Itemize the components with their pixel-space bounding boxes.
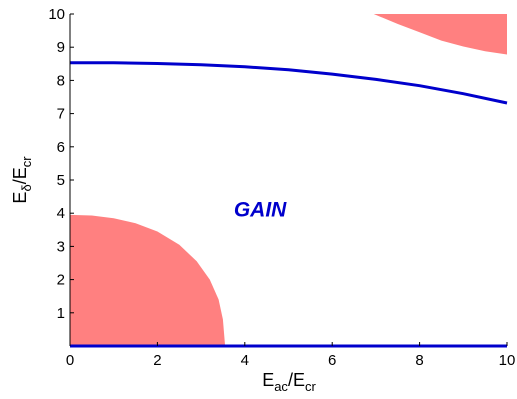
y-tick-label-8: 8 bbox=[57, 72, 65, 89]
y-axis-label: Eδ/Ecr bbox=[10, 156, 34, 204]
y-tick-label-9: 9 bbox=[57, 39, 65, 56]
y-tick-label-10: 10 bbox=[48, 6, 65, 23]
y-tick-label-3: 3 bbox=[57, 238, 65, 255]
y-tick-label-7: 7 bbox=[57, 106, 65, 123]
y-ticks: 1 2 3 4 5 6 7 8 9 10 bbox=[48, 6, 74, 322]
curves bbox=[70, 61, 508, 348]
shaded-region-2 bbox=[373, 14, 507, 55]
y-tick-label-4: 4 bbox=[57, 205, 65, 222]
x-axis-label: Eac/Ecr bbox=[262, 370, 316, 394]
y-tick-label-5: 5 bbox=[57, 172, 65, 189]
x-tick-label-0: 0 bbox=[66, 352, 74, 369]
annotation-1: GAIN bbox=[234, 199, 287, 222]
y-tick-label-2: 2 bbox=[57, 272, 65, 289]
x-tick-label-4: 4 bbox=[241, 352, 249, 369]
x-tick-label-8: 8 bbox=[415, 352, 423, 369]
x-tick-label-10: 10 bbox=[499, 352, 516, 369]
annotations: GAIN bbox=[234, 199, 287, 222]
x-tick-label-6: 6 bbox=[328, 352, 336, 369]
curve-1 bbox=[70, 61, 508, 105]
y-tick-label-6: 6 bbox=[57, 139, 65, 156]
x-ticks: 0 2 4 6 8 10 bbox=[66, 342, 516, 369]
shaded-regions bbox=[70, 14, 507, 346]
y-tick-label-1: 1 bbox=[57, 305, 65, 322]
x-tick-label-2: 2 bbox=[153, 352, 161, 369]
shaded-region-1 bbox=[70, 214, 226, 346]
